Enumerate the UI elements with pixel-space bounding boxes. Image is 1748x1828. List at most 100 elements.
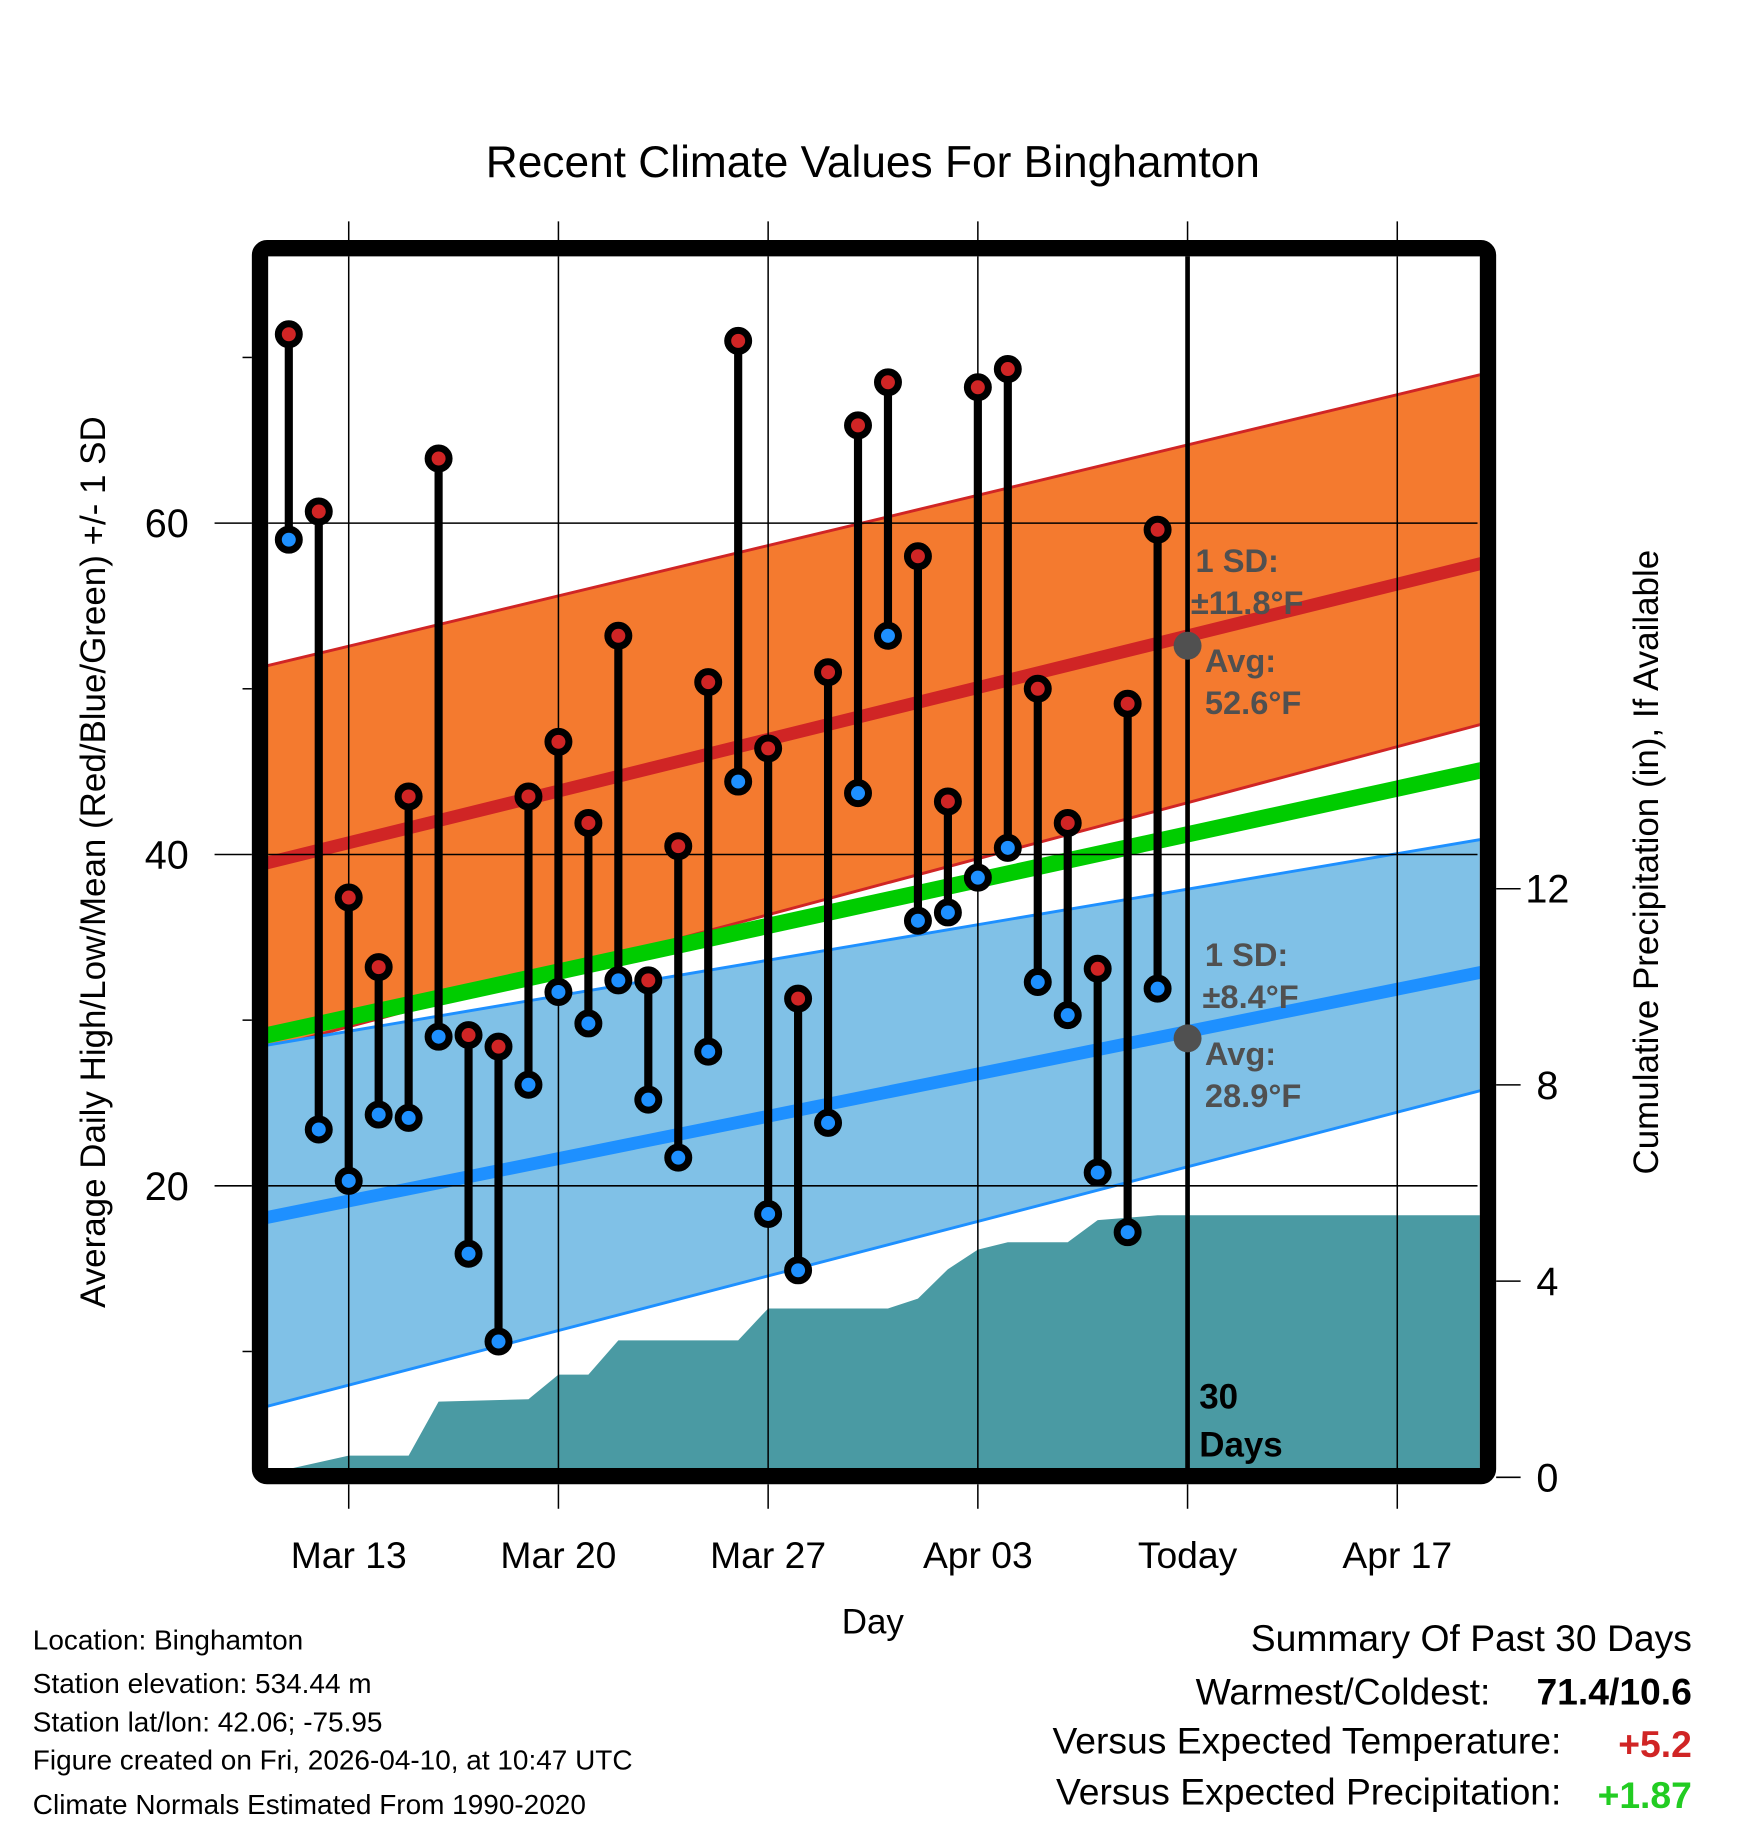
y-tick-label: 60 xyxy=(145,502,189,546)
obs-high-point xyxy=(1113,689,1142,718)
obs-low-point xyxy=(784,1256,813,1285)
obs-high-point xyxy=(694,668,723,697)
obs-high-point xyxy=(1083,954,1112,983)
obs-high-point xyxy=(873,368,902,397)
obs-low-point xyxy=(1023,968,1052,997)
obs-low-point xyxy=(903,906,932,935)
low-sd-value: ±8.4°F xyxy=(1203,978,1299,1015)
low-avg-label: Avg: xyxy=(1205,1035,1276,1072)
obs-high-point xyxy=(514,782,543,811)
obs-high-point xyxy=(484,1032,513,1061)
summary-precip-label: Versus Expected Precipitation: xyxy=(1056,1771,1561,1813)
chart-title: Recent Climate Values For Binghamton xyxy=(486,138,1260,187)
high-avg-label: Avg: xyxy=(1205,642,1276,679)
footer-normals: Climate Normals Estimated From 1990-2020 xyxy=(33,1789,586,1820)
obs-high-point xyxy=(784,984,813,1013)
obs-high-point xyxy=(1023,674,1052,703)
normals-bands xyxy=(266,373,1480,1408)
obs-low-point xyxy=(454,1239,483,1268)
obs-high-point xyxy=(933,787,962,816)
obs-high-point xyxy=(724,326,753,355)
obs-low-point xyxy=(424,1022,453,1051)
obs-high-point xyxy=(1143,515,1172,544)
obs-low-point xyxy=(304,1115,333,1144)
low-sd-label: 1 SD: xyxy=(1205,936,1288,973)
low-upper-line xyxy=(266,838,1480,1047)
obs-high-point xyxy=(844,411,872,440)
obs-low-point xyxy=(664,1143,693,1172)
footer-info: Location: Binghamton Station elevation: … xyxy=(33,1625,633,1820)
obs-low-point xyxy=(724,767,753,796)
y2-tick-label: 12 xyxy=(1525,868,1569,912)
today-days-label: Days xyxy=(1199,1425,1283,1464)
obs-high-point xyxy=(664,832,693,861)
x-tick-label: Mar 13 xyxy=(291,1534,407,1576)
today-marker-group: 30 Days xyxy=(1173,256,1283,1468)
obs-low-point xyxy=(514,1070,543,1099)
today-low-avg-dot xyxy=(1173,1024,1202,1053)
obs-low-point xyxy=(844,779,872,808)
obs-low-point xyxy=(1113,1218,1142,1247)
obs-low-point xyxy=(814,1108,843,1137)
obs-high-point xyxy=(364,953,393,982)
obs-low-point xyxy=(334,1166,363,1195)
footer-elevation: Station elevation: 534.44 m xyxy=(33,1668,372,1699)
obs-high-point xyxy=(394,782,423,811)
obs-high-point xyxy=(814,658,843,687)
y2-tick-label: 0 xyxy=(1536,1456,1558,1500)
normal-mean-line xyxy=(266,762,1480,1044)
normal-high-line xyxy=(266,557,1480,870)
annotations-group: 1 SD: ±11.8°F Avg: 52.6°F 1 SD: ±8.4°F A… xyxy=(1191,542,1304,1114)
x-tick-label: Today xyxy=(1138,1534,1238,1576)
footer-created: Figure created on Fri, 2026-04-10, at 10… xyxy=(33,1745,633,1776)
x-tick-label: Mar 27 xyxy=(710,1534,826,1576)
high-sd-label: 1 SD: xyxy=(1196,542,1279,579)
summary-title: Summary Of Past 30 Days xyxy=(1251,1617,1692,1659)
today-high-avg-dot xyxy=(1173,631,1202,660)
y-tick-label: 20 xyxy=(145,1165,189,1209)
obs-low-point xyxy=(574,1009,603,1038)
precip-area-group xyxy=(293,1215,1480,1468)
x-tick-label: Mar 20 xyxy=(500,1534,616,1576)
high-sd-value: ±11.8°F xyxy=(1191,584,1304,621)
obs-high-point xyxy=(754,734,783,763)
obs-low-point xyxy=(754,1199,783,1228)
obs-low-point xyxy=(394,1103,423,1132)
y2-tick-label: 8 xyxy=(1536,1064,1558,1108)
summary-warmest-coldest-label: Warmest/Coldest: xyxy=(1196,1671,1491,1713)
obs-high-point xyxy=(574,809,603,837)
obs-low-point xyxy=(544,977,573,1006)
y-axis-label: Average Daily High/Low/Mean (Red/Blue/Gr… xyxy=(74,416,113,1308)
normal-low-line xyxy=(266,965,1480,1224)
obs-high-point xyxy=(903,542,932,571)
obs-low-point xyxy=(1143,974,1172,1003)
obs-low-point xyxy=(933,898,962,927)
summary-temp-value: +5.2 xyxy=(1618,1723,1692,1765)
obs-high-point xyxy=(604,621,633,650)
obs-high-point xyxy=(544,727,573,756)
obs-low-point xyxy=(694,1037,723,1066)
obs-low-point xyxy=(993,833,1022,862)
low-sd-band xyxy=(266,839,1480,1407)
obs-low-point xyxy=(1053,1001,1082,1030)
high-avg-value: 52.6°F xyxy=(1205,684,1301,721)
obs-low-point xyxy=(364,1100,393,1129)
summary-warmest-coldest-value: 71.4/10.6 xyxy=(1536,1671,1691,1713)
obs-high-point xyxy=(993,355,1022,384)
summary-panel: Summary Of Past 30 Days Warmest/Coldest:… xyxy=(1053,1617,1692,1816)
low-avg-value: 28.9°F xyxy=(1205,1077,1301,1114)
obs-low-point xyxy=(604,966,633,995)
obs-low-point xyxy=(873,621,902,650)
x-tick-label: Apr 03 xyxy=(923,1534,1033,1576)
obs-low-point xyxy=(484,1327,513,1356)
summary-temp-label: Versus Expected Temperature: xyxy=(1053,1719,1562,1761)
obs-high-point xyxy=(304,497,333,526)
x-axis-label: Day xyxy=(842,1602,905,1641)
obs-low-point xyxy=(274,525,303,554)
plot-frame xyxy=(251,240,1497,1485)
obs-high-point xyxy=(454,1021,483,1050)
precip-area xyxy=(293,1215,1480,1468)
x-tick-label: Apr 17 xyxy=(1342,1534,1452,1576)
